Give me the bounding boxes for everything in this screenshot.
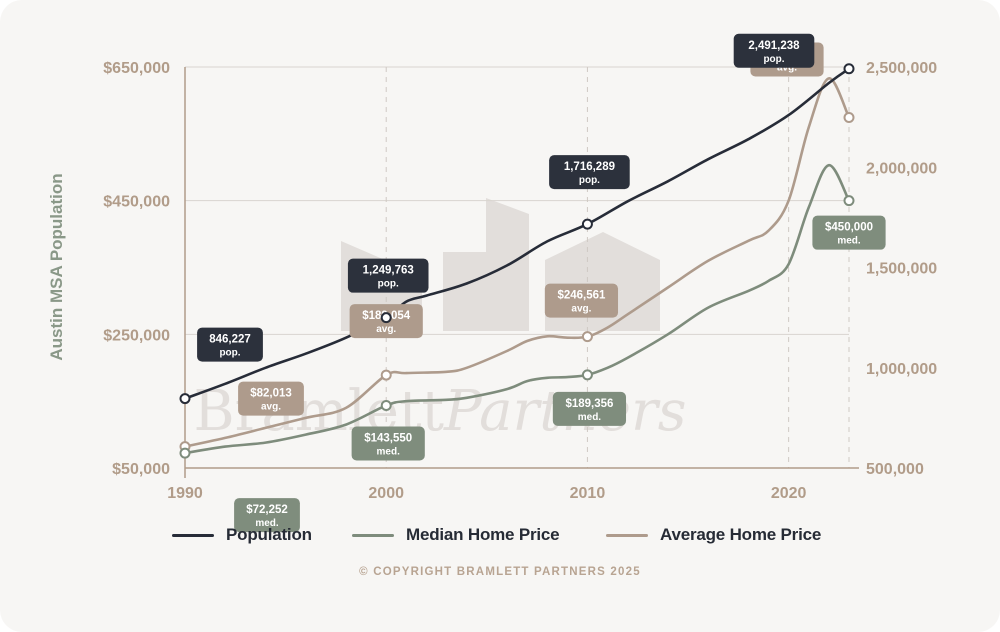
data-label-unit: avg.: [571, 304, 591, 315]
data-label-value: 846,227: [209, 334, 251, 346]
data-label-average: $246,561 avg.: [544, 283, 619, 318]
y-right-tick-label: 500,000: [866, 461, 924, 478]
data-point-population: [581, 218, 593, 230]
data-point-average: [843, 111, 855, 123]
data-label-box: [812, 215, 886, 250]
data-label-value: $189,356: [565, 398, 613, 410]
y-left-tick-label: $250,000: [103, 327, 170, 344]
data-label-value: $450,000: [825, 222, 873, 234]
data-label-population: 1,249,763 pop.: [347, 258, 429, 293]
data-label-box: [234, 498, 300, 533]
data-label-unit: med.: [377, 446, 401, 457]
legend-label-median: Median Home Price: [406, 525, 560, 544]
y-left-tick-label: $450,000: [103, 194, 170, 211]
data-point-population: [380, 312, 392, 324]
data-point-population: [843, 63, 855, 75]
legend-label-population: Population: [226, 525, 312, 544]
data-label-box: [197, 327, 263, 362]
y-right-tick-label: 1,000,000: [866, 361, 937, 378]
series-line-average: [183, 77, 851, 448]
data-label-box: [549, 155, 630, 190]
legend-swatch-average: [606, 533, 648, 537]
y-axis-title: Austin MSA Population: [47, 173, 66, 360]
x-tick-label: 1990: [167, 485, 203, 502]
data-label-box: [544, 283, 619, 318]
y-right-tick-label: 1,500,000: [866, 261, 937, 278]
series-line-median: [183, 163, 851, 455]
legend-swatch-median: [352, 533, 394, 537]
data-label-unit: pop.: [579, 175, 600, 186]
data-label-value: $72,252: [246, 504, 288, 516]
data-label-population: 846,227 pop.: [197, 327, 263, 362]
data-label-median: $72,252 med.: [234, 498, 300, 533]
series-line-population: [183, 67, 851, 400]
data-label-median: $450,000 med.: [812, 215, 886, 250]
data-label-value: $143,550: [364, 432, 412, 444]
data-label-population: 2,491,238 pop.: [733, 33, 815, 68]
legend-item-population: Population: [172, 518, 312, 552]
data-point-median: [380, 399, 392, 411]
data-label-box: [238, 381, 304, 416]
data-label-average: $82,013 avg.: [238, 381, 304, 416]
data-label-unit: avg.: [777, 62, 797, 73]
data-label-box: [733, 33, 815, 68]
data-point-median: [179, 447, 191, 459]
data-label-box: [552, 391, 627, 426]
data-label-median: $189,356 med.: [552, 391, 627, 426]
y-right-tick-label: 2,500,000: [866, 60, 937, 77]
legend-item-median: Median Home Price: [352, 518, 560, 552]
data-point-average: [581, 331, 593, 343]
data-label-value: $246,561: [557, 290, 606, 302]
data-label-unit: avg.: [261, 402, 281, 413]
legend-item-average: Average Home Price: [606, 518, 821, 552]
copyright-notice: © COPYRIGHT BRAMLETT PARTNERS 2025: [359, 566, 641, 578]
data-label-value: 1,249,763: [363, 265, 414, 277]
y-left-tick-label: $650,000: [103, 60, 170, 77]
data-label-unit: pop.: [763, 54, 784, 65]
data-label-unit: avg.: [376, 324, 396, 335]
y-left-tick-label: $50,000: [112, 461, 170, 478]
data-point-population: [179, 393, 191, 405]
x-tick-label: 2000: [368, 485, 404, 502]
x-tick-label: 2020: [771, 485, 807, 502]
data-label-box: [347, 258, 429, 293]
legend-label-average: Average Home Price: [660, 525, 822, 544]
watermark-building-shape: [443, 198, 529, 331]
data-label-population: 1,716,289 pop.: [549, 155, 630, 190]
data-point-median: [843, 195, 855, 207]
data-label-unit: pop.: [378, 279, 399, 290]
data-point-median: [581, 369, 593, 381]
data-label-unit: med.: [578, 412, 602, 423]
data-label-value: 1,716,289: [564, 161, 615, 173]
data-point-average: [380, 369, 392, 381]
x-tick-label: 2010: [570, 485, 606, 502]
data-label-unit: med.: [255, 518, 279, 529]
data-label-value: 2,491,238: [748, 40, 800, 52]
data-label-unit: med.: [837, 236, 861, 247]
y-right-tick-label: 2,000,000: [866, 160, 937, 177]
data-label-value: $82,013: [250, 388, 292, 400]
data-label-box: [351, 426, 425, 461]
legend-swatch-population: [172, 533, 214, 537]
data-label-median: $143,550 med.: [351, 426, 425, 461]
data-label-unit: pop.: [219, 348, 240, 359]
chart-legend: Population Median Home Price Average Hom…: [0, 518, 1000, 552]
